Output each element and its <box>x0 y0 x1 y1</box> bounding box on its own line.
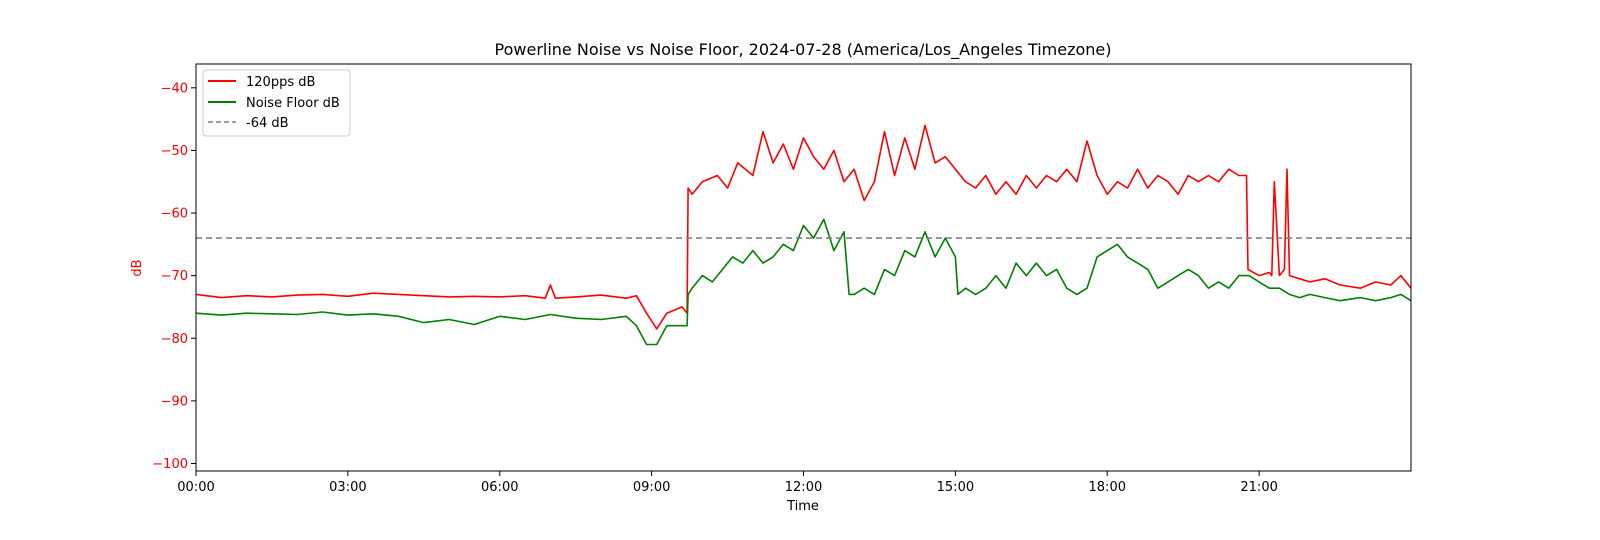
x-tick-label: 00:00 <box>177 480 214 495</box>
x-tick-label: 12:00 <box>785 480 822 495</box>
chart-title: Powerline Noise vs Noise Floor, 2024-07-… <box>495 40 1112 60</box>
y-tick-label: −90 <box>161 394 188 409</box>
legend-label-reference: -64 dB <box>246 116 289 131</box>
legend: 120pps dB Noise Floor dB -64 dB <box>202 69 351 137</box>
x-tick-label: 21:00 <box>1240 480 1277 495</box>
y-tick-label: −40 <box>161 81 188 96</box>
legend-label-120pps: 120pps dB <box>246 75 315 90</box>
y-tick-label: −70 <box>161 269 188 284</box>
legend-box <box>202 69 351 137</box>
legend-label-noise-floor: Noise Floor dB <box>246 96 340 111</box>
y-tick-label: −60 <box>161 207 188 222</box>
x-axis-label: Time <box>786 499 819 514</box>
x-tick-label: 06:00 <box>481 480 518 495</box>
x-tick-label: 09:00 <box>633 480 670 495</box>
y-axis-label: dB <box>130 259 145 276</box>
series-line-1 <box>196 218 1411 346</box>
y-tick-label: −50 <box>161 144 188 159</box>
y-tick-label: −100 <box>152 457 188 472</box>
series-line-0 <box>196 124 1411 330</box>
x-tick-label: 18:00 <box>1089 480 1126 495</box>
y-tick-label: −80 <box>161 332 188 347</box>
plot-area <box>196 124 1411 346</box>
x-tick-label: 15:00 <box>937 480 974 495</box>
plot-frame <box>195 63 1412 472</box>
x-tick-label: 03:00 <box>329 480 366 495</box>
y-axis: −40 −50 −60 −70 −80 −90 −100 <box>152 81 196 472</box>
x-axis: 00:00 03:00 06:00 09:00 12:00 15:00 18:00 21:00 <box>177 471 1278 495</box>
